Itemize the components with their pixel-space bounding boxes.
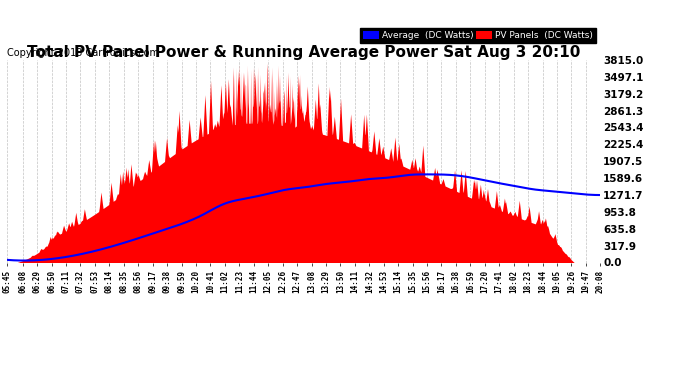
Title: Total PV Panel Power & Running Average Power Sat Aug 3 20:10: Total PV Panel Power & Running Average P…	[27, 45, 580, 60]
Text: Copyright 2013 Cartronics.com: Copyright 2013 Cartronics.com	[7, 48, 159, 58]
Legend: Average  (DC Watts), PV Panels  (DC Watts): Average (DC Watts), PV Panels (DC Watts)	[360, 28, 595, 43]
